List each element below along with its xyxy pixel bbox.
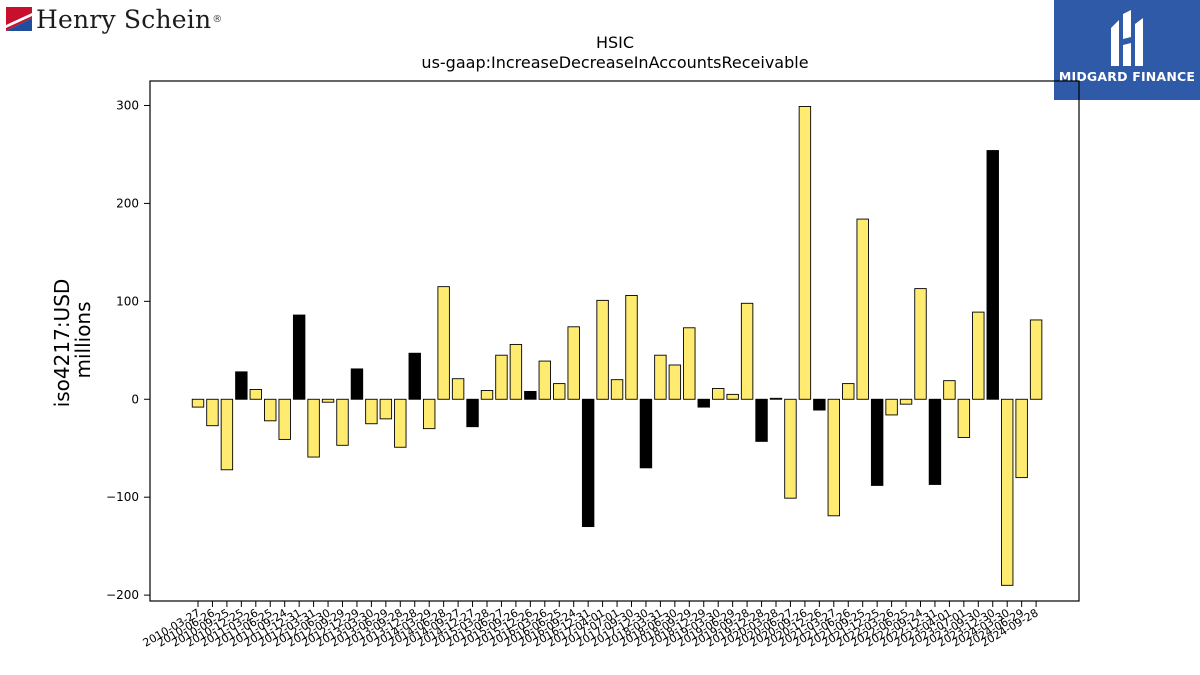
bar-2024-06-29 [1015, 398, 1028, 479]
bar-2016-03-26 [538, 360, 551, 400]
bar-2011-03-26 [249, 389, 263, 400]
y-axis-label: iso4217:USD [50, 279, 74, 408]
bar-2014-12-27 [466, 398, 479, 428]
bar-2010-06-26 [206, 398, 219, 427]
bar-2015-03-28 [480, 390, 494, 400]
bar-2014-09-27 [451, 378, 465, 400]
bar-2010-12-25 [235, 371, 248, 400]
y-tick-label: 0 [131, 392, 139, 406]
bar-2019-09-28 [740, 302, 754, 400]
bar-2015-12-26 [524, 390, 537, 400]
bar-2013-03-30 [365, 398, 378, 425]
bar-2012-03-31 [307, 398, 320, 458]
bar-2013-06-29 [379, 398, 393, 420]
chart-title: HSIC [596, 33, 634, 52]
bar-2011-12-31 [292, 314, 306, 400]
bar-2024-09-28 [1029, 319, 1043, 400]
x-axis-ticks: 2010-03-272010-06-262010-09-252010-12-25… [141, 601, 1041, 650]
registered-mark: ® [212, 13, 223, 25]
y-axis-ticks: −200 −100 0 100 200 300 [106, 98, 150, 602]
y-tick-label: −200 [106, 588, 139, 602]
bar-2018-09-29 [683, 327, 696, 400]
bar-2011-09-24 [278, 398, 291, 440]
bars-group [191, 106, 1043, 586]
bar-2011-06-25 [264, 398, 277, 422]
bar-2019-12-28 [755, 398, 768, 442]
bar-2022-06-25 [899, 398, 913, 405]
bar-2018-12-29 [697, 398, 710, 408]
y-tick-label: −100 [106, 490, 139, 504]
bar-2022-03-26 [885, 398, 898, 416]
henry-schein-mark-icon [6, 7, 32, 31]
bar-2010-03-27 [191, 398, 205, 408]
bar-2022-12-31 [928, 398, 942, 485]
bar-2021-06-26 [842, 383, 855, 400]
bar-2021-09-25 [856, 218, 869, 400]
henry-schein-logo: Henry Schein ® [6, 4, 222, 34]
bar-2019-03-30 [712, 388, 725, 400]
bar-2016-06-25 [553, 383, 566, 400]
bar-2012-06-30 [321, 398, 335, 403]
bar-2012-12-29 [350, 368, 364, 400]
midgard-finance-caption: MIDGARD FINANCE [1058, 69, 1196, 84]
bar-2023-09-30 [972, 311, 985, 400]
bar-2016-09-24 [567, 326, 580, 400]
bar-2013-09-28 [394, 398, 407, 448]
chart-subtitle: us-gaap:IncreaseDecreaseInAccountsReceiv… [421, 53, 808, 72]
bar-2023-07-01 [957, 398, 971, 438]
y-tick-label: 300 [116, 98, 139, 112]
y-tick-label: 100 [116, 294, 139, 308]
bar-2024-03-30 [1001, 398, 1014, 586]
bar-2017-07-01 [610, 379, 624, 400]
bar-2012-09-29 [336, 398, 349, 446]
bar-2018-03-31 [654, 354, 667, 400]
bar-2010-09-25 [220, 398, 234, 471]
bar-2013-12-28 [408, 352, 421, 400]
bar-2017-12-30 [639, 398, 653, 469]
bar-2014-03-29 [423, 398, 436, 430]
bar-2017-09-30 [625, 295, 638, 400]
y-tick-label: 200 [116, 196, 139, 210]
bar-2018-06-30 [668, 364, 682, 400]
bar-2023-12-30 [986, 150, 999, 400]
bar-2022-09-24 [914, 288, 927, 400]
midgard-finance-mark-icon [1111, 10, 1143, 66]
bar-2020-12-26 [813, 398, 826, 411]
y-axis-label-units: millions [71, 301, 95, 378]
bar-2015-06-27 [495, 354, 508, 400]
bar-2017-04-01 [596, 299, 609, 400]
plot-frame [149, 80, 1080, 602]
bar-2019-06-29 [726, 393, 739, 400]
bar-2021-03-27 [827, 398, 840, 517]
bar-2021-12-25 [870, 398, 884, 486]
bar-2020-09-26 [798, 106, 812, 400]
henry-schein-wordmark: Henry Schein [36, 4, 212, 34]
bar-2014-06-28 [437, 286, 450, 400]
bar-2020-06-27 [784, 398, 797, 499]
midgard-finance-logo: MIDGARD FINANCE [1054, 0, 1200, 100]
bar-2015-09-26 [509, 343, 523, 400]
bar-2023-04-01 [943, 380, 956, 400]
bar-2016-12-31 [581, 398, 595, 528]
bar-2020-03-28 [769, 397, 783, 400]
